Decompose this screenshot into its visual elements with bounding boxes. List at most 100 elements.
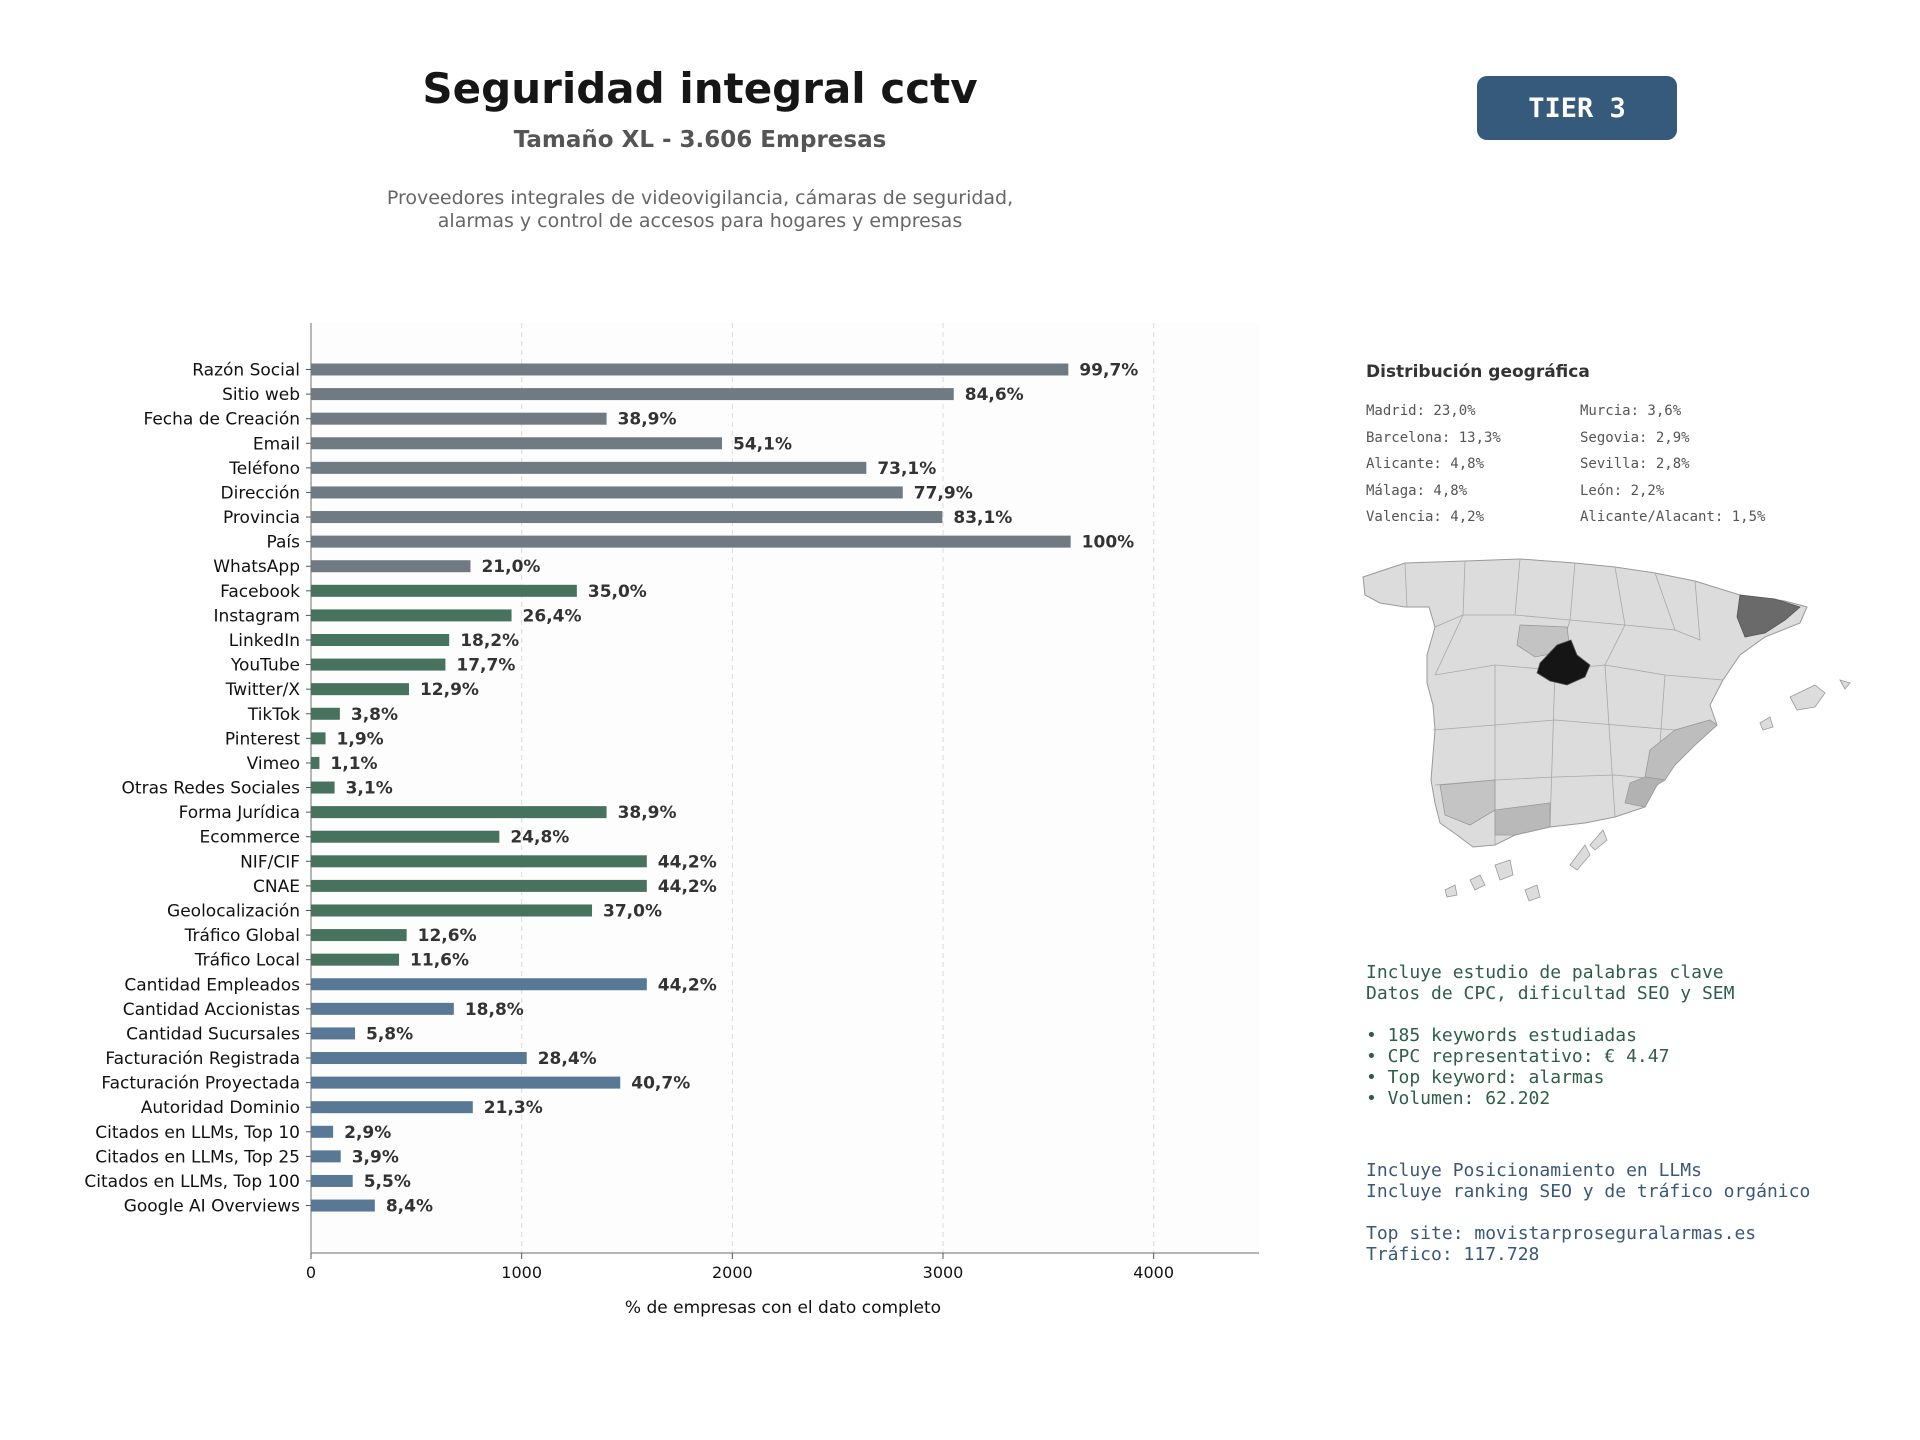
y-tick-label: Citados en LLMs, Top 10 bbox=[95, 1123, 300, 1143]
data-label: 2,9% bbox=[344, 1123, 391, 1143]
y-tick-label: Citados en LLMs, Top 100 bbox=[84, 1172, 300, 1192]
data-label: 99,7% bbox=[1079, 361, 1138, 381]
geo-title: Distribución geográfica bbox=[1366, 362, 1590, 382]
y-tick-label: Geolocalización bbox=[167, 901, 300, 921]
y-tick-label: Tráfico Local bbox=[194, 951, 300, 971]
y-tick-label: Facturación Registrada bbox=[105, 1049, 300, 1069]
keywords-bullet: • Volumen: 62.202 bbox=[1366, 1088, 1551, 1109]
y-tick-label: País bbox=[267, 533, 301, 553]
data-label: 35,0% bbox=[588, 582, 647, 602]
geo-item: Sevilla: 2,8% bbox=[1580, 456, 1690, 472]
data-label: 18,8% bbox=[465, 1000, 524, 1020]
y-tick-label: Cantidad Sucursales bbox=[126, 1024, 300, 1044]
data-label: 1,1% bbox=[330, 754, 377, 774]
y-tick-label: Google AI Overviews bbox=[124, 1197, 300, 1217]
data-label: 73,1% bbox=[877, 459, 936, 479]
y-tick-label: Razón Social bbox=[192, 361, 300, 381]
bar bbox=[311, 683, 409, 696]
data-label: 44,2% bbox=[658, 975, 717, 995]
bar bbox=[311, 781, 335, 794]
data-label: 38,9% bbox=[618, 410, 677, 430]
geo-item: Murcia: 3,6% bbox=[1580, 403, 1682, 419]
data-label: 100% bbox=[1082, 533, 1135, 553]
data-label: 24,8% bbox=[510, 828, 569, 848]
bar bbox=[311, 511, 943, 524]
data-label: 5,5% bbox=[364, 1172, 411, 1192]
y-tick-label: CNAE bbox=[253, 877, 300, 897]
geo-item: Málaga: 4,8% bbox=[1366, 482, 1468, 499]
map-alicante-region bbox=[1624, 776, 1667, 808]
map-peninsula bbox=[1362, 558, 1808, 848]
y-tick-label: Teléfono bbox=[228, 459, 300, 479]
bar bbox=[311, 461, 867, 474]
keywords-bullet: • 185 keywords estudiadas bbox=[1366, 1025, 1637, 1046]
y-tick-label: Provincia bbox=[223, 508, 300, 528]
data-label: 11,6% bbox=[410, 951, 469, 971]
y-tick-label: LinkedIn bbox=[229, 631, 300, 651]
bar bbox=[311, 929, 407, 942]
data-label: 3,8% bbox=[351, 705, 398, 725]
bar bbox=[311, 412, 607, 425]
bar bbox=[311, 806, 607, 819]
bar bbox=[311, 1125, 334, 1138]
data-label: 21,0% bbox=[481, 557, 540, 577]
bar bbox=[311, 584, 577, 597]
y-tick-label: Twitter/X bbox=[225, 680, 301, 700]
map-madrid-region bbox=[1536, 639, 1591, 686]
spain-map bbox=[1362, 558, 1851, 902]
llm-info: Incluye Posicionamiento en LLMs Incluye r… bbox=[1366, 1160, 1906, 1265]
map-sevilla-region bbox=[1439, 779, 1496, 826]
bar bbox=[311, 1052, 527, 1065]
data-label: 26,4% bbox=[523, 606, 582, 626]
geo-item: León: 2,2% bbox=[1580, 482, 1665, 499]
y-tick-label: Dirección bbox=[221, 483, 300, 503]
y-tick-label: Instagram bbox=[214, 606, 301, 626]
data-label: 21,3% bbox=[484, 1098, 543, 1118]
bar bbox=[311, 1199, 375, 1212]
bar bbox=[311, 609, 512, 622]
bar bbox=[311, 830, 500, 843]
map-malaga-region bbox=[1494, 802, 1551, 836]
data-label: 38,9% bbox=[618, 803, 677, 823]
bar bbox=[311, 879, 647, 892]
bar bbox=[311, 437, 723, 450]
bar bbox=[311, 732, 326, 745]
bar bbox=[311, 486, 903, 499]
page-description: Proveedores integrales de videovigilanci… bbox=[300, 187, 1100, 233]
geo-item: Alicante/Alacant: 1,5% bbox=[1580, 509, 1766, 525]
top-site-traffic: Tráfico: 117.728 bbox=[1366, 1244, 1540, 1265]
keywords-bullet: • Top keyword: alarmas bbox=[1366, 1067, 1605, 1088]
y-tick-label: Cantidad Accionistas bbox=[123, 1000, 300, 1020]
page-subtitle: Tamaño XL - 3.606 Empresas bbox=[513, 127, 887, 153]
y-tick-label: Facturación Proyectada bbox=[101, 1074, 300, 1094]
data-label: 3,1% bbox=[346, 779, 393, 799]
keywords-info: Incluye estudio de palabras clave Datos d… bbox=[1366, 962, 1886, 1109]
bar bbox=[311, 953, 400, 966]
bar bbox=[311, 1174, 353, 1187]
geo-distribution-list: Madrid: 23,0% Murcia: 3,6% Barcelona: 13… bbox=[1366, 398, 1806, 531]
x-tick-label: 0 bbox=[306, 1263, 316, 1282]
bar bbox=[311, 707, 340, 720]
map-canary-islands bbox=[1444, 829, 1608, 902]
bar bbox=[311, 560, 471, 573]
tier-badge: TIER 3 bbox=[1477, 76, 1677, 140]
llm-line-1: Incluye Posicionamiento en LLMs bbox=[1366, 1160, 1702, 1181]
geo-item: Valencia: 4,2% bbox=[1366, 509, 1485, 525]
y-tick-label: Fecha de Creación bbox=[143, 410, 300, 430]
llm-line-2: Incluye ranking SEO y de tráfico orgánic… bbox=[1366, 1181, 1811, 1202]
bar bbox=[311, 658, 446, 671]
data-label: 18,2% bbox=[460, 631, 519, 651]
bar bbox=[311, 633, 450, 646]
description-line-1: Proveedores integrales de videovigilanci… bbox=[386, 187, 1014, 209]
y-tick-label: Cantidad Empleados bbox=[124, 975, 300, 995]
y-tick-label: YouTube bbox=[230, 656, 300, 676]
x-tick-label: 2000 bbox=[712, 1263, 753, 1282]
y-tick-label: Autoridad Dominio bbox=[141, 1098, 300, 1118]
x-tick-label: 4000 bbox=[1133, 1263, 1174, 1282]
geo-item: Barcelona: 13,3% bbox=[1366, 429, 1501, 446]
bar bbox=[311, 1027, 356, 1040]
y-tick-label: Otras Redes Sociales bbox=[122, 779, 301, 799]
keywords-line-1: Incluye estudio de palabras clave bbox=[1366, 962, 1724, 983]
bar bbox=[311, 388, 954, 401]
y-tick-label: WhatsApp bbox=[213, 557, 300, 577]
